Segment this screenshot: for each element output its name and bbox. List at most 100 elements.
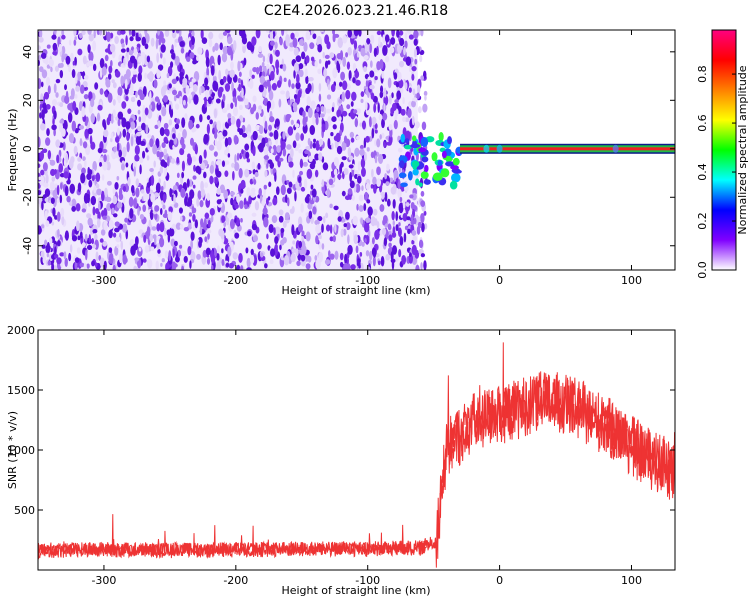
- spectrogram-speckle: [292, 140, 297, 149]
- spectrogram-speckle: [363, 55, 369, 60]
- snr-trace: [38, 342, 675, 568]
- spectrogram-speckle: [38, 78, 42, 89]
- spectrogram-speckle: [384, 34, 390, 43]
- spectrogram-speckle: [410, 201, 415, 210]
- spectrogram-speckle: [377, 260, 381, 266]
- x-tick-label: -200: [223, 574, 248, 587]
- spectrogram-speckle: [326, 94, 332, 100]
- spectrogram-speckle: [92, 244, 97, 249]
- spectrogram-speckle: [332, 32, 336, 43]
- spectrogram-speckle: [164, 209, 168, 217]
- spectrogram-speckle: [333, 168, 338, 176]
- spectrogram-speckle: [126, 132, 130, 142]
- spectrogram-speckle: [399, 60, 405, 68]
- spectrogram-speckle: [51, 124, 57, 131]
- spectrogram-speckle: [359, 148, 365, 156]
- spectrogram-speckle: [86, 244, 93, 251]
- spectrogram-speckle: [218, 69, 222, 81]
- spectrogram-speckle: [389, 46, 395, 54]
- spectrogram-speckle: [285, 114, 292, 119]
- spectrogram-speckle: [227, 136, 232, 146]
- spectrogram-speckle: [157, 64, 164, 71]
- spectrogram-speckle: [404, 32, 408, 40]
- spectrogram-speckle: [127, 177, 131, 187]
- spectrogram-speckle: [86, 213, 92, 219]
- spectrogram-speckle: [109, 203, 116, 210]
- spectrogram-speckle: [374, 139, 377, 146]
- spectrogram-speckle: [222, 93, 226, 102]
- spectrogram-speckle: [48, 237, 53, 245]
- onset-cluster-blob: [400, 133, 406, 143]
- spectrogram-speckle: [101, 210, 105, 218]
- spectrogram-speckle: [229, 69, 235, 78]
- spectrogram-speckle: [114, 181, 119, 190]
- spectrogram-speckle: [263, 155, 270, 160]
- x-tick-label: -300: [91, 574, 116, 587]
- spectrogram-speckle: [270, 70, 275, 81]
- spectrogram-speckle: [291, 224, 295, 236]
- spectrogram-speckle: [331, 106, 335, 113]
- spectrogram-speckle: [117, 111, 124, 120]
- spectrogram-speckle: [350, 101, 354, 107]
- spectrogram-speckle: [387, 77, 392, 89]
- spectrogram-speckle: [258, 143, 262, 151]
- spectrogram-speckle: [274, 236, 279, 245]
- spectrogram-speckle: [316, 35, 322, 47]
- spectrogram-speckle: [250, 191, 256, 198]
- spectrogram-speckle: [329, 224, 333, 234]
- spectrogram-speckle: [134, 257, 139, 262]
- spectrogram-speckle: [199, 87, 202, 96]
- chart-title: C2E4.2026.023.21.46.R18: [264, 3, 448, 19]
- spectrogram-speckle: [233, 200, 236, 206]
- spectrogram-speckle: [213, 108, 218, 119]
- spectrogram-speckle: [400, 202, 403, 213]
- spectrogram-speckle: [112, 99, 116, 106]
- spectrogram-speckle: [181, 117, 186, 128]
- spectrogram-speckle: [134, 154, 140, 162]
- spectrogram-speckle: [163, 122, 169, 129]
- spectrogram-speckle: [347, 234, 350, 245]
- spectrogram-speckle: [122, 128, 127, 138]
- spectrogram-speckle: [422, 70, 427, 79]
- spectrogram-speckle: [348, 70, 352, 81]
- spectrogram-speckle: [287, 99, 291, 106]
- spectrogram-speckle: [361, 120, 367, 130]
- spectrogram-speckle: [238, 104, 243, 110]
- spectrogram-speckle: [197, 190, 202, 200]
- snr-y-label: SNR (10 * v/v): [6, 411, 19, 489]
- spectrogram-speckle: [360, 218, 364, 225]
- spectrogram-speckle: [269, 259, 274, 265]
- spectrogram-speckle: [369, 84, 375, 90]
- spectrogram-speckle: [272, 144, 277, 156]
- spectrogram-speckle: [200, 188, 206, 198]
- spectrogram-speckle: [168, 206, 173, 214]
- spectrogram-speckle: [324, 60, 329, 69]
- spectrogram-speckle: [371, 37, 375, 43]
- spectrogram-speckle: [322, 51, 325, 59]
- spectrogram-speckle: [40, 123, 46, 131]
- spectrogram-speckle: [146, 55, 151, 63]
- spectrogram-speckle: [234, 232, 240, 239]
- spectrogram-speckle: [209, 208, 215, 216]
- spectrogram-speckle: [143, 192, 147, 202]
- spectrogram-speckle: [318, 242, 322, 250]
- spectrogram-speckle: [114, 221, 120, 227]
- spectrogram-speckle: [307, 83, 312, 92]
- spectrogram-speckle: [188, 212, 193, 217]
- spectrogram-speckle: [420, 75, 425, 81]
- colorbar-tick-label: 0.4: [696, 163, 709, 181]
- spectrogram-speckle: [353, 30, 359, 37]
- spectrogram-speckle: [274, 35, 279, 41]
- snr-panel: -300 -200 -100 0 100 500 1000 1500 2000 Height …: [6, 324, 676, 597]
- spectrogram-speckle: [411, 192, 417, 201]
- spectrogram-speckle: [171, 78, 177, 85]
- spectrogram-speckle: [160, 44, 166, 53]
- spectrogram-speckle: [159, 208, 163, 216]
- spectrogram-speckle: [184, 196, 188, 207]
- spectrogram-speckle: [208, 144, 215, 151]
- spectrogram-speckle: [282, 63, 287, 72]
- spectrogram-speckle: [263, 216, 269, 228]
- spectrogram-speckle: [222, 129, 228, 137]
- spectrogram-speckle: [305, 75, 309, 85]
- spectrogram-speckle: [309, 42, 315, 50]
